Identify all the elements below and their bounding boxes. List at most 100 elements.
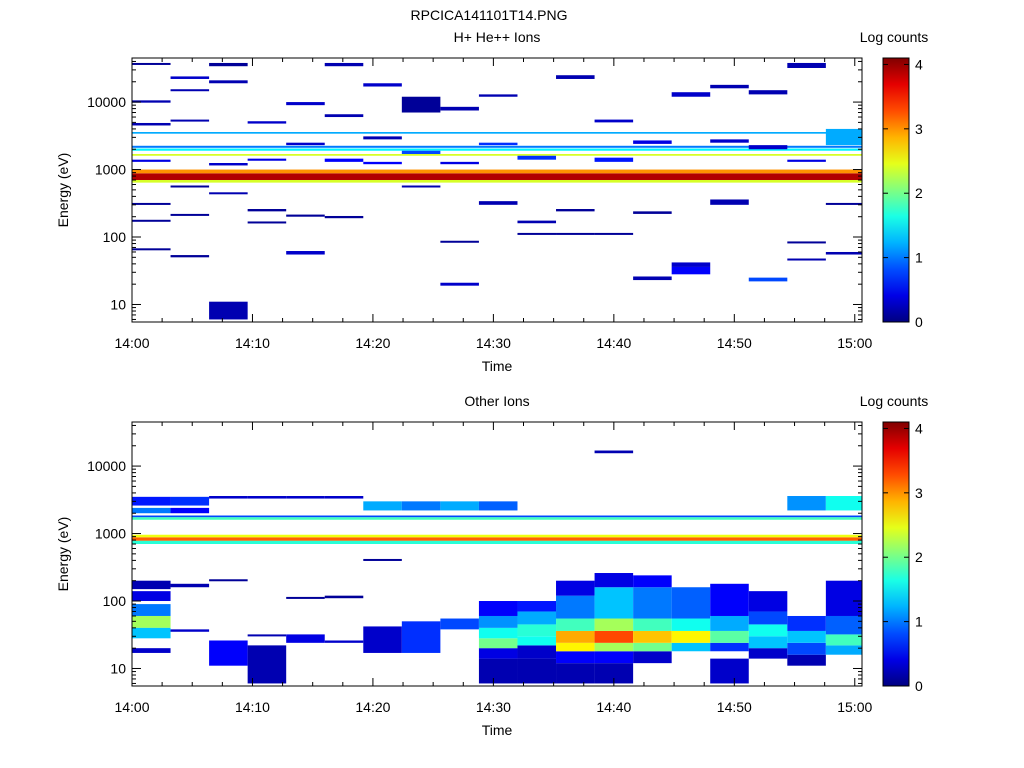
heatmap-cell bbox=[748, 277, 788, 282]
heatmap-cell bbox=[247, 121, 287, 124]
heatmap-cell bbox=[286, 496, 325, 499]
heatmap-cell bbox=[247, 221, 287, 224]
heatmap-cell bbox=[401, 621, 441, 653]
heatmap-cell bbox=[286, 596, 325, 599]
heatmap-cell bbox=[633, 211, 672, 214]
y-tick-label: 10000 bbox=[87, 458, 126, 474]
heatmap-cell bbox=[748, 636, 788, 649]
panel-title: Other Ions bbox=[464, 393, 529, 409]
heatmap-cell bbox=[401, 96, 441, 113]
heatmap-cell bbox=[132, 615, 171, 628]
heatmap-cell bbox=[132, 580, 171, 590]
heatmap-cell bbox=[209, 62, 248, 67]
heatmap-cell bbox=[440, 161, 479, 165]
heatmap-cell bbox=[478, 601, 518, 616]
heatmap-cell bbox=[556, 651, 595, 664]
heatmap-cell bbox=[710, 630, 749, 643]
x-tick-label: 15:00 bbox=[837, 699, 872, 715]
heatmap-cell bbox=[132, 507, 171, 514]
heatmap-cell bbox=[748, 611, 788, 625]
heatmap-cell bbox=[363, 83, 402, 87]
heatmap-cell bbox=[517, 232, 557, 235]
heatmap-cell bbox=[209, 192, 248, 195]
heatmap-cell bbox=[594, 573, 634, 588]
spectrogram-panel-1: H+ He++ Ions 14:00 14:10 14:20 14:30 14:40 14:… bbox=[55, 29, 928, 374]
heatmap-cell bbox=[556, 630, 595, 643]
heatmap-cell bbox=[324, 114, 364, 118]
colorbar-tick-label: 3 bbox=[915, 121, 923, 137]
heatmap-band bbox=[132, 534, 862, 538]
heatmap-cell bbox=[286, 142, 325, 146]
colorbar bbox=[882, 57, 910, 323]
heatmap-cell bbox=[324, 215, 364, 219]
x-tick-label: 14:10 bbox=[235, 699, 270, 715]
heatmap-cell bbox=[671, 266, 711, 275]
x-tick-label: 14:50 bbox=[717, 335, 752, 351]
heatmap-cell bbox=[825, 580, 862, 616]
y-tick-label: 10 bbox=[110, 296, 126, 312]
colorbar-tick-label: 4 bbox=[915, 56, 923, 72]
heatmap-cell bbox=[209, 163, 248, 166]
colorbar-tick-label: 0 bbox=[915, 314, 923, 330]
heatmap-cell bbox=[286, 102, 325, 106]
heatmap-cell bbox=[170, 185, 210, 188]
heatmap-cell bbox=[170, 496, 210, 506]
heatmap-cell bbox=[633, 276, 672, 281]
heatmap-cell bbox=[710, 84, 749, 89]
heatmap-cell bbox=[517, 645, 557, 659]
heatmap-cell bbox=[247, 496, 287, 499]
heatmap-cell bbox=[671, 630, 711, 643]
heatmap-cell bbox=[787, 654, 826, 666]
heatmap-cell bbox=[517, 611, 557, 625]
heatmap-cell bbox=[594, 119, 634, 123]
heatmap-cell bbox=[825, 615, 862, 635]
x-tick-label: 14:10 bbox=[235, 335, 270, 351]
heatmap-cell bbox=[170, 119, 210, 122]
heatmap-area bbox=[132, 62, 862, 320]
colorbar-tick-label: 4 bbox=[915, 420, 923, 436]
heatmap-cell bbox=[478, 638, 518, 649]
heatmap-cell bbox=[401, 501, 441, 511]
heatmap-cell bbox=[209, 579, 248, 582]
heatmap-cell bbox=[132, 627, 171, 639]
colorbar-tick-label: 2 bbox=[915, 549, 923, 565]
x-tick-label: 15:00 bbox=[837, 335, 872, 351]
heatmap-cell bbox=[478, 658, 518, 684]
heatmap-cell bbox=[787, 496, 826, 511]
heatmap-cell bbox=[363, 558, 402, 561]
heatmap-cell bbox=[556, 618, 595, 631]
heatmap-cell bbox=[247, 634, 287, 637]
heatmap-cell bbox=[825, 128, 862, 146]
spectrogram-panel-2: Other Ions 14:00 14:10 14:20 14:30 14:40 14:50… bbox=[55, 393, 928, 738]
colorbar-label: Log counts bbox=[860, 393, 929, 409]
heatmap-cell bbox=[671, 642, 711, 652]
heatmap-cell bbox=[440, 106, 479, 111]
heatmap-cell bbox=[787, 642, 826, 655]
heatmap-cell bbox=[556, 209, 595, 212]
heatmap-cell bbox=[478, 201, 518, 205]
heatmap-cell bbox=[825, 496, 862, 511]
heatmap-cell bbox=[478, 648, 518, 659]
heatmap-cell bbox=[787, 159, 826, 162]
heatmap-cell bbox=[748, 90, 788, 95]
heatmap-cell bbox=[594, 587, 634, 619]
x-axis-label: Time bbox=[482, 358, 513, 374]
x-tick-label: 14:20 bbox=[355, 335, 390, 351]
x-tick-label: 14:30 bbox=[476, 699, 511, 715]
heatmap-cell bbox=[132, 62, 171, 65]
heatmap-cell bbox=[825, 634, 862, 646]
heatmap-cell bbox=[633, 642, 672, 652]
heatmap-cell bbox=[825, 202, 862, 205]
y-axis-label: Energy (eV) bbox=[55, 517, 71, 592]
heatmap-cell bbox=[671, 262, 711, 267]
heatmap-cell bbox=[556, 580, 595, 596]
heatmap-cell bbox=[132, 100, 171, 103]
heatmap-cell bbox=[633, 575, 672, 588]
x-tick-label: 14:20 bbox=[355, 699, 390, 715]
heatmap-cell bbox=[324, 640, 364, 643]
x-tick-label: 14:00 bbox=[114, 335, 149, 351]
heatmap-cell bbox=[170, 507, 210, 514]
heatmap-cell bbox=[633, 140, 672, 144]
heatmap-cell bbox=[710, 583, 749, 616]
heatmap-cell bbox=[209, 496, 248, 499]
